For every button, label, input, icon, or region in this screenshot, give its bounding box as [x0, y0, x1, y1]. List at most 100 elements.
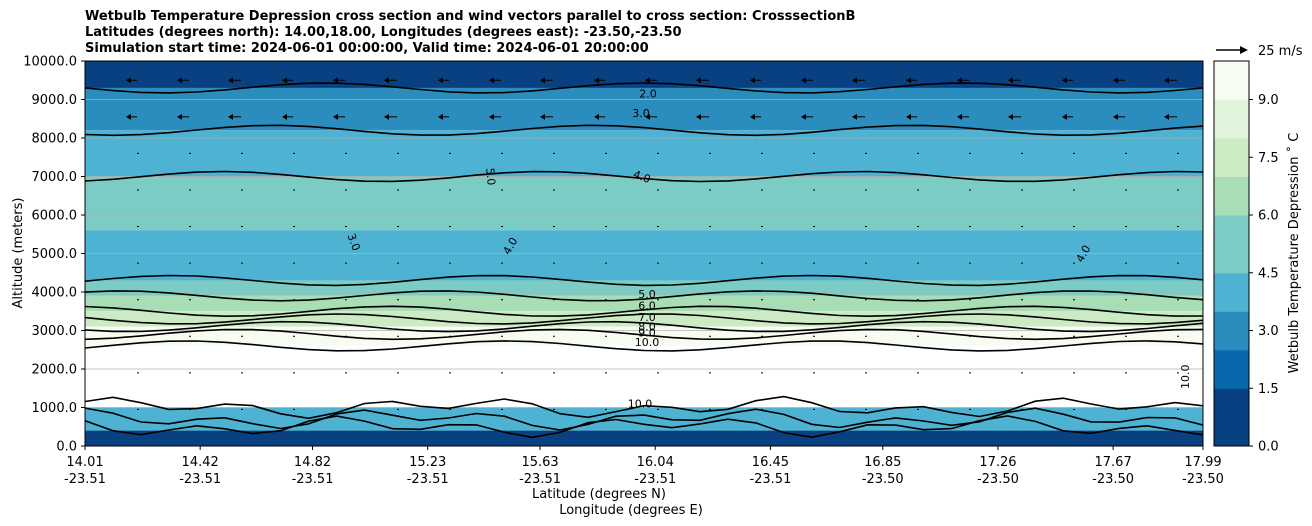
colorbar-segment: [1214, 311, 1249, 331]
wind-vector-head: [852, 77, 857, 84]
fill-layer: [85, 407, 1203, 431]
contour-line: [85, 415, 1203, 439]
x-axis-label-lat: Latitude (degrees N): [532, 487, 666, 502]
wind-vector-head: [801, 113, 806, 120]
x-tick-label-lat: 14.01: [66, 455, 103, 470]
x-tick-label-lat: 15.63: [521, 455, 558, 470]
x-tick-label-lon: -23.51: [749, 472, 791, 487]
wind-vector-head: [750, 113, 755, 120]
wind-vector-head: [750, 77, 755, 84]
contour-label: 10.0: [635, 336, 660, 349]
contour-lines: [85, 82, 1203, 439]
wind-vector-head: [282, 113, 287, 120]
contour-label: 9.0: [638, 326, 656, 339]
wind-vector-head: [957, 77, 962, 84]
quiver-key-arrowhead: [1240, 46, 1248, 54]
wind-vector-head: [852, 113, 857, 120]
wind-vector-head: [177, 77, 182, 84]
contour-line: [85, 305, 1203, 318]
contour-line: [85, 320, 1203, 333]
contour-line: [85, 82, 1203, 94]
x-axis: 14.01 -23.51 14.42 -23.51 14.82 -23.51 15.23 -2…: [64, 446, 1224, 487]
x-tick-label-lon: -23.50: [1092, 472, 1134, 487]
wind-vector-head: [1113, 77, 1118, 84]
contour-label: 3.0: [344, 232, 362, 253]
wind-vector-head: [645, 113, 650, 120]
x-tick-label-lon: -23.50: [1182, 472, 1224, 487]
wind-vector-head: [333, 77, 338, 84]
y-tick-label: 9000.0: [32, 93, 78, 108]
contour-line: [85, 290, 1203, 302]
wind-vector-head: [333, 113, 338, 120]
contour-label: 5.0: [638, 288, 656, 301]
contour-label: 8.0: [638, 321, 656, 334]
wind-vector-head: [228, 113, 233, 120]
wind-vector-head: [594, 77, 599, 84]
x-tick-label-lat: 17.67: [1095, 455, 1132, 470]
y-tick-label: 0.0: [56, 440, 77, 455]
contour-line: [85, 274, 1203, 287]
y-axis-label: Altitude (meters): [11, 198, 26, 309]
colorbar-tick-label: 6.0: [1258, 209, 1279, 224]
contour-label: 2.0: [639, 88, 657, 101]
wind-vector-head: [177, 113, 182, 120]
wind-vector-head: [594, 113, 599, 120]
contour-line: [85, 170, 1203, 183]
wind-vector-head: [1164, 113, 1169, 120]
contour-label: 7.0: [638, 311, 656, 324]
wind-vector-head: [1164, 77, 1169, 84]
colorbar-segment: [1214, 99, 1249, 120]
wind-vector-head: [489, 113, 494, 120]
colorbar-tick-label: 4.5: [1258, 266, 1279, 281]
contour-label: 10.0: [1179, 364, 1192, 389]
contour-label: 6.0: [638, 299, 656, 312]
fill-layer: [85, 130, 1203, 177]
wind-vector-head: [696, 77, 701, 84]
wind-vector-head: [1062, 77, 1067, 84]
colorbar-segment: [1214, 292, 1249, 312]
chart-title: Wetbulb Temperature Depression cross sec…: [85, 9, 855, 57]
x-tick-label-lon: -23.50: [977, 472, 1019, 487]
wind-vector-head: [645, 77, 650, 84]
contour-label: 10.0: [628, 398, 653, 411]
x-tick-label-lon: -23.50: [862, 472, 904, 487]
x-tick-label-lon: -23.51: [64, 472, 106, 487]
y-axis: 0.0 1000.0 2000.0 3000.0 4000.0 5000.0 6000.0 7…: [23, 55, 85, 455]
x-tick-label-lat: 17.26: [979, 455, 1016, 470]
wind-vector-head: [1113, 113, 1118, 120]
colorbar-segment: [1214, 426, 1249, 447]
wind-vector-head: [126, 113, 131, 120]
x-tick-label-lat: 14.82: [294, 455, 331, 470]
x-tick-label-lon: -23.51: [634, 472, 676, 487]
contour-line: [85, 328, 1203, 341]
y-tick-label: 4000.0: [32, 286, 78, 301]
y-tick-label: 5000.0: [32, 247, 78, 262]
colorbar-segment: [1214, 80, 1249, 100]
colorbar-segment: [1214, 388, 1249, 408]
wind-vector-head: [384, 77, 389, 84]
y-tick-label: 3000.0: [32, 324, 78, 339]
colorbar-segment: [1214, 118, 1249, 139]
colorbar-tick-label: 0.0: [1258, 440, 1279, 455]
colorbar-segment: [1214, 407, 1249, 428]
colorbar-tick-label: 3.0: [1258, 324, 1279, 339]
colorbar: 0.0 1.5 3.0 4.5 6.0 7.5 9.0: [1213, 60, 1279, 455]
x-tick-label-lat: 17.99: [1184, 455, 1221, 470]
colorbar-segment: [1214, 272, 1249, 293]
colorbar-segment: [1214, 330, 1249, 351]
colorbar-segment: [1214, 349, 1249, 370]
contour-line: [85, 313, 1203, 325]
contour-line: [85, 340, 1203, 352]
wind-vector-head: [438, 113, 443, 120]
colorbar-label: Wetbulb Temperature Depression ˚ C: [1286, 133, 1302, 374]
fill-layer: [85, 230, 1203, 281]
y-tick-label: 10000.0: [23, 55, 77, 70]
title-line: Simulation start time: 2024-06-01 00:00:…: [85, 41, 649, 56]
colorbar-segment: [1214, 138, 1249, 158]
x-tick-label-lon: -23.51: [292, 472, 334, 487]
wind-vector-head: [906, 113, 911, 120]
x-axis-label-lon: Longitude (degrees E): [559, 503, 703, 518]
wind-vector-head: [489, 77, 494, 84]
colorbar-segment: [1214, 234, 1249, 254]
